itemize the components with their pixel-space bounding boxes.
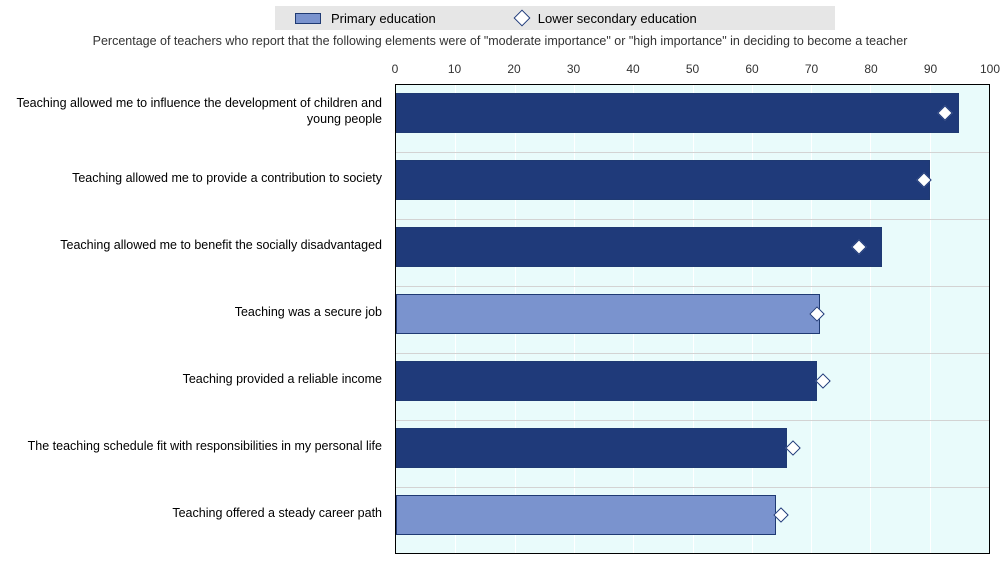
chart-row	[396, 353, 989, 420]
plot-area: 0102030405060708090100	[395, 80, 990, 560]
chart-row	[396, 420, 989, 487]
legend-item-lower-secondary: Lower secondary education	[516, 11, 697, 26]
y-axis-label: Teaching allowed me to provide a contrib…	[0, 159, 382, 199]
y-axis-label: Teaching offered a steady career path	[0, 494, 382, 534]
x-tick-label: 20	[507, 62, 520, 76]
chart-row	[396, 85, 989, 152]
legend-bar-swatch	[295, 13, 321, 24]
x-tick-label: 90	[924, 62, 937, 76]
x-tick-label: 50	[686, 62, 699, 76]
y-axis-label: Teaching allowed me to influence the dev…	[0, 92, 382, 132]
x-tick-label: 60	[745, 62, 758, 76]
chart-subtitle: Percentage of teachers who report that t…	[0, 34, 1000, 50]
chart-row	[396, 152, 989, 219]
x-tick-label: 80	[864, 62, 877, 76]
y-axis-labels: Teaching allowed me to influence the dev…	[0, 84, 390, 554]
chart-row	[396, 219, 989, 286]
diamond-lower-secondary	[815, 373, 831, 389]
chart-container: Primary education Lower secondary educat…	[0, 0, 1000, 571]
legend: Primary education Lower secondary educat…	[275, 6, 835, 30]
bar-primary	[396, 160, 930, 200]
bar-primary	[396, 227, 882, 267]
x-tick-label: 30	[567, 62, 580, 76]
legend-item-primary: Primary education	[295, 11, 436, 26]
bar-primary	[396, 361, 817, 401]
diamond-lower-secondary	[774, 507, 790, 523]
grid-area	[395, 84, 990, 554]
legend-label-primary: Primary education	[331, 11, 436, 26]
diamond-lower-secondary	[786, 440, 802, 456]
bar-primary	[396, 495, 776, 535]
y-axis-label: Teaching provided a reliable income	[0, 360, 382, 400]
y-axis-label: Teaching was a secure job	[0, 293, 382, 333]
x-tick-label: 10	[448, 62, 461, 76]
y-axis-label: The teaching schedule fit with responsib…	[0, 427, 382, 467]
chart-row	[396, 487, 989, 554]
x-tick-label: 0	[392, 62, 399, 76]
legend-diamond-icon	[513, 10, 530, 27]
x-tick-label: 40	[626, 62, 639, 76]
bar-primary	[396, 294, 820, 334]
x-tick-label: 70	[805, 62, 818, 76]
x-tick-label: 100	[980, 62, 1000, 76]
bar-primary	[396, 93, 959, 133]
y-axis-label: Teaching allowed me to benefit the socia…	[0, 226, 382, 266]
legend-label-lower-secondary: Lower secondary education	[538, 11, 697, 26]
chart-row	[396, 286, 989, 353]
bar-primary	[396, 428, 787, 468]
